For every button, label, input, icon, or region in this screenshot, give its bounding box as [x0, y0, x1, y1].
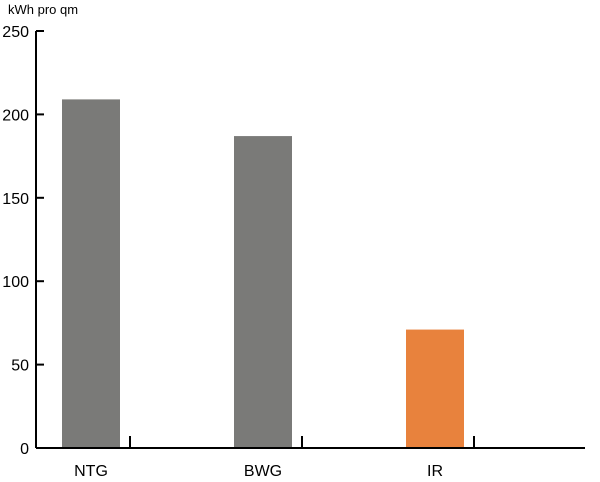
y-axis-label: kWh pro qm: [8, 2, 78, 17]
tick-labels: 0 50 100 150 200 250 NTG BWG IR: [2, 24, 443, 480]
bars: [62, 99, 464, 448]
y-tick-label: 100: [2, 274, 29, 291]
y-tick-label: 150: [2, 191, 29, 208]
y-tick-label: 250: [2, 24, 29, 41]
y-tick-label: 50: [11, 358, 29, 375]
x-tick-label-bwg: BWG: [244, 463, 282, 480]
x-tick-label-ir: IR: [427, 463, 443, 480]
bar-bwg: [234, 136, 292, 448]
x-tick-label-ntg: NTG: [74, 463, 108, 480]
bar-ir: [406, 329, 464, 447]
y-tick-label: 0: [20, 441, 29, 458]
axes: [35, 30, 585, 449]
bar-ntg: [62, 99, 120, 447]
y-tick-label: 200: [2, 107, 29, 124]
